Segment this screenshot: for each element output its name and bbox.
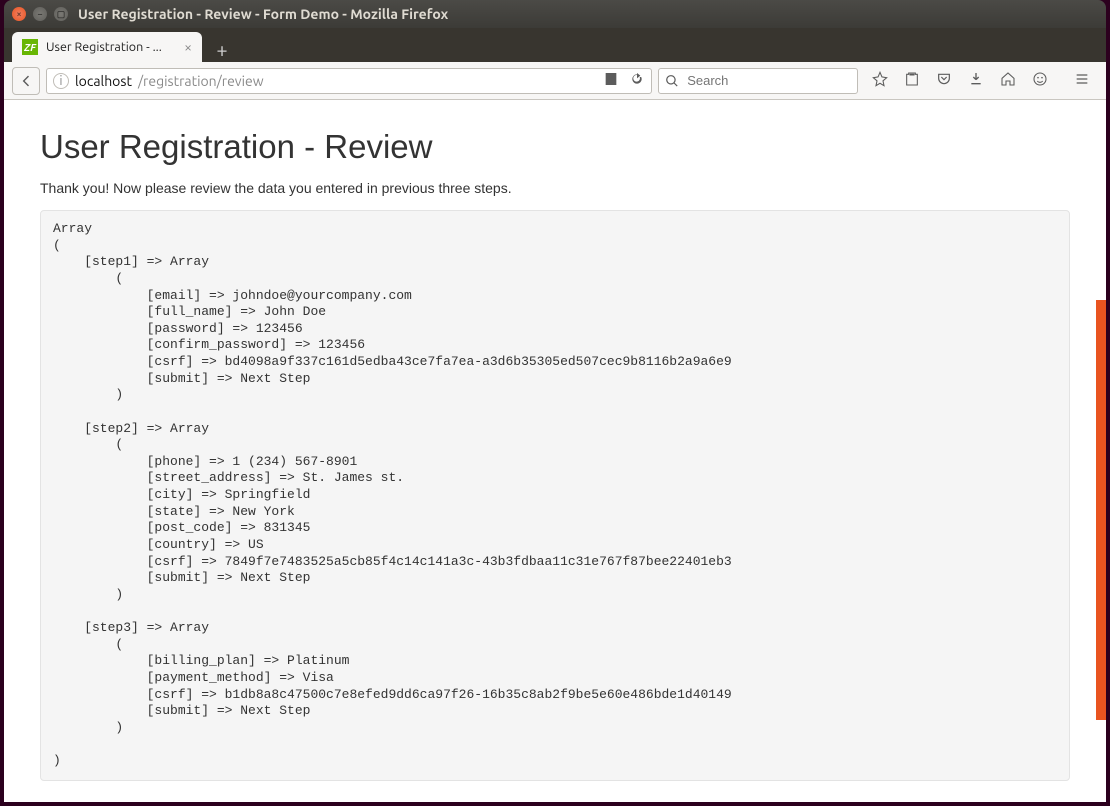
toolbar-icons [864, 71, 1098, 91]
window-controls: × − ▢ [12, 7, 68, 21]
downloads-icon[interactable] [966, 71, 986, 91]
search-icon [665, 73, 679, 89]
reader-mode-icon[interactable] [603, 71, 619, 90]
new-tab-button[interactable]: + [208, 36, 236, 62]
tab-strip: ZF User Registration - ... × + [4, 28, 1106, 62]
reload-button[interactable] [629, 71, 645, 90]
browser-viewport: User Registration - Review Thank you! No… [4, 100, 1106, 802]
page-content: User Registration - Review Thank you! No… [4, 100, 1106, 802]
tab-title: User Registration - ... [46, 40, 162, 54]
bookmark-star-icon[interactable] [870, 71, 890, 91]
home-icon[interactable] [998, 71, 1018, 91]
scrollbar-thumb[interactable] [1096, 300, 1106, 720]
address-bar[interactable]: i localhost/registration/review [46, 68, 652, 94]
window-titlebar: × − ▢ User Registration - Review - Form … [4, 0, 1106, 28]
window-title: User Registration - Review - Form Demo -… [78, 6, 448, 22]
page-lead-text: Thank you! Now please review the data yo… [40, 180, 1070, 196]
browser-tab[interactable]: ZF User Registration - ... × [12, 32, 202, 62]
page-title: User Registration - Review [40, 128, 1070, 166]
back-button[interactable] [12, 67, 40, 95]
clipboard-icon[interactable] [902, 71, 922, 91]
tab-favicon: ZF [22, 39, 38, 55]
search-input[interactable] [685, 72, 851, 89]
pocket-icon[interactable] [934, 71, 954, 91]
window-maximize-button[interactable]: ▢ [54, 7, 68, 21]
hamburger-menu-icon[interactable] [1072, 71, 1092, 91]
smiley-icon[interactable] [1030, 71, 1050, 91]
search-box[interactable] [658, 68, 858, 94]
tab-close-button[interactable]: × [184, 39, 192, 55]
window-close-button[interactable]: × [12, 7, 26, 21]
urlbar-actions [603, 71, 645, 90]
url-host: localhost [75, 73, 132, 89]
arrow-left-icon [18, 73, 34, 89]
form-data-dump: Array ( [step1] => Array ( [email] => jo… [40, 210, 1070, 781]
window-minimize-button[interactable]: − [33, 7, 47, 21]
browser-toolbar: i localhost/registration/review [4, 62, 1106, 100]
url-path: /registration/review [138, 73, 264, 89]
site-info-icon[interactable]: i [53, 73, 69, 89]
